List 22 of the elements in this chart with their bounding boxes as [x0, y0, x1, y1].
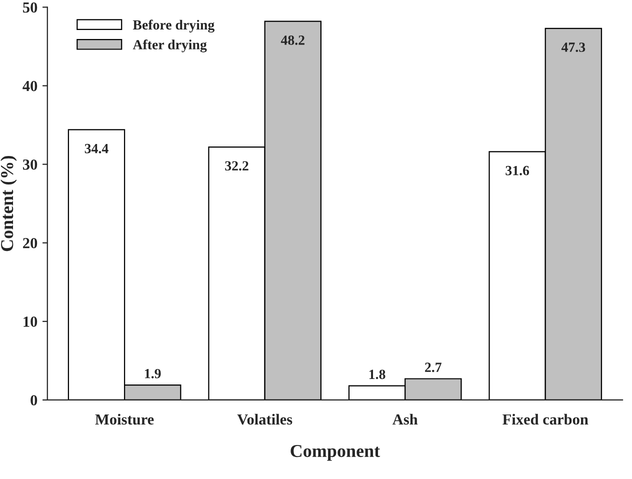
y-axis-title: Content (%): [0, 156, 17, 252]
x-axis-title: Component: [290, 444, 380, 461]
x-tick-label: Ash: [392, 414, 418, 425]
data-label: 2.7: [425, 362, 442, 372]
y-tick-label: 30: [22, 159, 38, 170]
data-label: 48.2: [280, 35, 304, 45]
data-label: 31.6: [506, 166, 530, 176]
data-label: 47.3: [561, 42, 586, 52]
y-tick-label: 0: [30, 395, 38, 406]
y-tick-label: 40: [22, 80, 38, 92]
y-tick-label: 10: [24, 316, 38, 327]
data-label: 1.8: [369, 370, 386, 380]
x-tick-label: Fixed carbon: [502, 414, 588, 425]
y-tick-label: 50: [23, 2, 38, 13]
data-label: 1.9: [145, 368, 161, 378]
data-label: 34.4: [84, 144, 108, 154]
x-tick-label: Moisture: [95, 414, 154, 425]
data-label: 32.2: [225, 161, 248, 171]
y-tick-label: 20: [23, 238, 38, 248]
x-tick-label: Volatiles: [237, 414, 292, 425]
legend-label: After drying: [132, 39, 207, 52]
legend-label: Before drying: [132, 20, 214, 33]
